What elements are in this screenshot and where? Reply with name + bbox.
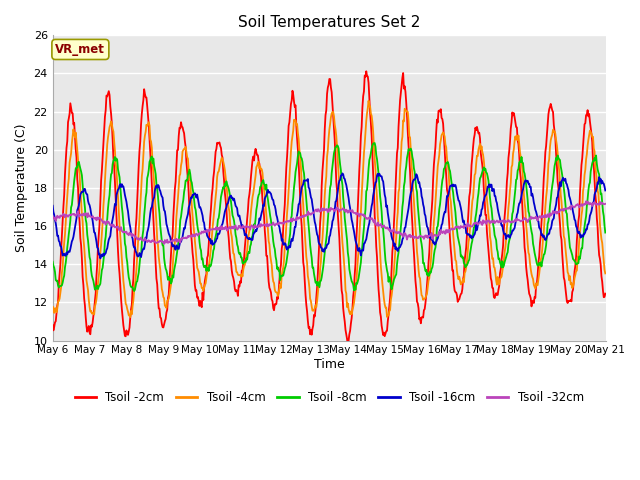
- Title: Soil Temperatures Set 2: Soil Temperatures Set 2: [238, 15, 420, 30]
- Legend: Tsoil -2cm, Tsoil -4cm, Tsoil -8cm, Tsoil -16cm, Tsoil -32cm: Tsoil -2cm, Tsoil -4cm, Tsoil -8cm, Tsoi…: [70, 386, 589, 408]
- X-axis label: Time: Time: [314, 358, 345, 371]
- Text: VR_met: VR_met: [56, 43, 106, 56]
- Y-axis label: Soil Temperature (C): Soil Temperature (C): [15, 124, 28, 252]
